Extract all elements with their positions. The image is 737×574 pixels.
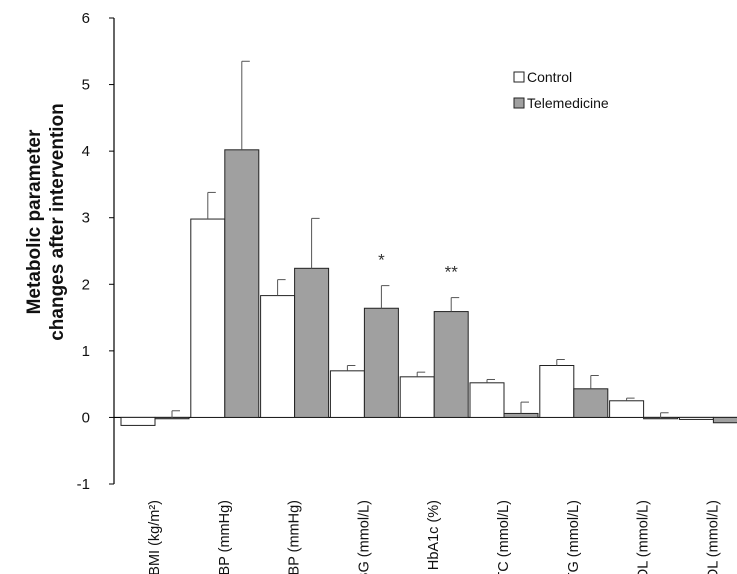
y-tick-label: 4 [82, 143, 90, 160]
bar-control-3 [329, 370, 365, 418]
y-tick-label: 2 [82, 276, 90, 293]
bar-telemedicine-5 [503, 412, 539, 418]
bar-telemedicine-3 [363, 307, 399, 418]
x-category-label: FBG (mmol/L) [356, 500, 372, 574]
bar-control-7 [609, 400, 645, 418]
x-category-label: BMI (kg/m²) [147, 500, 163, 574]
y-tick-label: 1 [82, 343, 90, 360]
bar-control-1 [190, 218, 226, 418]
bars [120, 149, 737, 426]
y-ticks: -1 0 1 2 3 4 5 6 [77, 10, 114, 493]
x-category-label: LDL (mmol/L) [636, 500, 652, 574]
x-category-label: TC (mmol/L) [496, 500, 512, 574]
significance-marker: * [378, 251, 385, 270]
legend-swatch-control [513, 71, 525, 83]
bar-telemedicine-6 [573, 388, 609, 418]
bar-telemedicine-1 [224, 149, 260, 418]
category-labels: BMI (kg/m²) SBP (mmHg) DBP (mmHg) FBG (mmol… [147, 500, 721, 574]
legend: Control Telemedicine [513, 69, 609, 111]
bar-control-5 [469, 382, 505, 418]
x-category-label: HbA1c (%) [426, 500, 442, 570]
x-category-label: HDL (mmol/L) [705, 500, 721, 574]
y-axis-label-line-1: Metabolic parameter [24, 129, 45, 314]
bar-telemedicine-8 [712, 416, 737, 424]
annotations: *** [378, 251, 458, 282]
y-tick-label: 0 [82, 409, 90, 426]
bar-telemedicine-4 [433, 311, 469, 418]
y-tick-label: 5 [82, 77, 90, 94]
y-axis-title: Metabolic parameter changes after interve… [24, 103, 68, 341]
x-category-label: SBP (mmHg) [217, 500, 233, 574]
significance-marker: ** [445, 263, 459, 282]
bar-control-4 [399, 376, 435, 418]
bar-telemedicine-2 [294, 267, 330, 418]
bar-control-0 [120, 416, 156, 426]
error-bars [171, 60, 669, 419]
legend-label-telemedicine: Telemedicine [527, 95, 609, 111]
bar-control-8 [678, 416, 714, 420]
y-tick-label: -1 [77, 476, 90, 493]
bar-control-2 [260, 295, 296, 418]
y-axis-label-line-2: changes after intervention [47, 103, 68, 341]
x-category-label: DBP (mmHg) [287, 500, 303, 574]
bar-control-6 [539, 365, 575, 418]
legend-swatch-telemedicine [513, 97, 525, 109]
y-tick-label: 6 [82, 10, 90, 27]
y-tick-label: 3 [82, 210, 90, 227]
x-category-label: TG (mmol/L) [566, 500, 582, 574]
legend-label-control: Control [527, 69, 572, 85]
